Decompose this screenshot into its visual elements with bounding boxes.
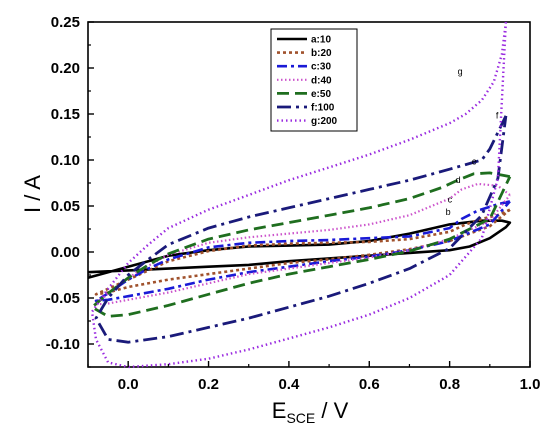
legend: a:10 b:20 c:30 d:40 e:50 f:100 g:200 bbox=[270, 28, 358, 132]
y-tick-label: -0.05 bbox=[46, 290, 80, 307]
series-line-f bbox=[94, 115, 508, 344]
series-line-g bbox=[90, 21, 508, 369]
y-tick-label: -0.10 bbox=[46, 336, 80, 353]
x-tick-label: 0.0 bbox=[118, 376, 139, 393]
x-tick-label: 0.2 bbox=[198, 376, 219, 393]
curve-label-b: b bbox=[446, 207, 451, 217]
x-tick-label: 0.8 bbox=[439, 376, 460, 393]
y-tick-label: 0.15 bbox=[51, 106, 80, 123]
legend-label-c: c:30 bbox=[311, 62, 331, 73]
x-axis-title: ESCE / V bbox=[272, 398, 349, 426]
series-line-b bbox=[94, 208, 511, 296]
legend-label-a: a:10 bbox=[311, 35, 331, 46]
y-tick-label: 0.25 bbox=[51, 14, 80, 31]
curve-label-f: f bbox=[496, 111, 499, 121]
curve-labels: g f e dcb bbox=[446, 66, 499, 217]
x-tick-label: 0.4 bbox=[278, 376, 300, 393]
series-line-e bbox=[90, 171, 512, 318]
ticks-group: 0.0 0.2 0.4 0.6 0.8 1.0 0.25 0.20 0.15 0.10 0.05 0.… bbox=[46, 14, 541, 393]
legend-label-e: e:50 bbox=[311, 89, 331, 100]
plot-frame bbox=[87, 21, 531, 368]
y-tick-label: 0.20 bbox=[51, 60, 80, 77]
y-tick-label: 0.05 bbox=[51, 198, 80, 215]
series-line-d bbox=[94, 182, 511, 306]
curve-label-d: d bbox=[456, 175, 461, 185]
y-axis-title: I / A bbox=[20, 175, 45, 213]
y-tick-label: 0.10 bbox=[51, 152, 80, 169]
curve-label-e: e bbox=[472, 157, 477, 167]
legend-label-f: f:100 bbox=[311, 103, 335, 114]
curve-label-g: g bbox=[458, 66, 463, 76]
legend-label-b: b:20 bbox=[311, 48, 332, 59]
x-tick-label: 0.6 bbox=[359, 376, 380, 393]
y-tick-label: 0.00 bbox=[51, 244, 80, 261]
legend-label-d: d:40 bbox=[311, 75, 332, 86]
x-tick-label: 1.0 bbox=[520, 376, 541, 393]
legend-label-g: g:200 bbox=[311, 116, 338, 127]
curve-label-c: c bbox=[448, 194, 453, 204]
series-group bbox=[87, 21, 512, 369]
